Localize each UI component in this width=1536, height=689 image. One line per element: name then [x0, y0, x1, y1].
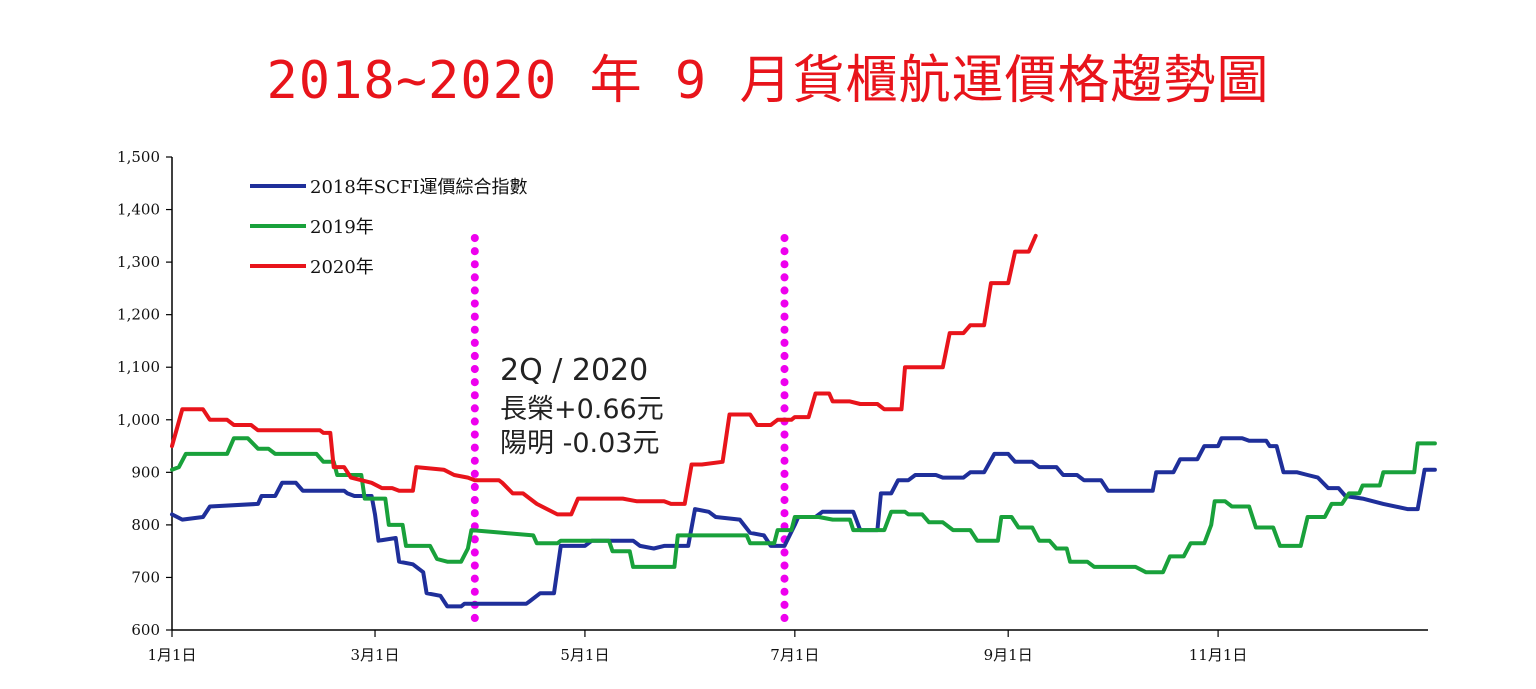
x-tick-label: 5月1日 [560, 646, 609, 664]
y-tick-label: 800 [131, 516, 160, 534]
x-tick-label: 1月1日 [147, 646, 196, 664]
x-tick-label: 3月1日 [350, 646, 399, 664]
annotation: 2Q / 2020 長榮+0.66元 陽明 -0.03元 [500, 353, 664, 459]
y-tick-label: 1,200 [117, 306, 160, 324]
y-tick-label: 1,100 [117, 358, 160, 376]
y-tick-label: 1,300 [117, 253, 160, 271]
x-tick-label: 9月1日 [984, 646, 1033, 664]
legend-label-2: 2019年 [310, 217, 374, 238]
x-axis-ticks: 1月1日 3月1日 5月1日 7月1日 9月1日 11月1日 [147, 630, 1247, 664]
annotation-evergreen: 長榮+0.66元 [500, 394, 664, 425]
series-line-2 [170, 436, 1437, 575]
y-tick-label: 1,000 [117, 411, 160, 429]
series-line-1 [170, 436, 1437, 609]
y-tick-label: 1,500 [117, 148, 160, 166]
y-tick-label: 1,400 [117, 201, 160, 219]
legend: 2018年SCFI運價綜合指數 2019年 2020年 [250, 177, 528, 278]
chart-title: 2018~2020 年 9 月貨櫃航運價格趨勢圖 [266, 51, 1270, 111]
y-axis-ticks: 600 700 800 900 1,000 1,100 1,200 1,300 1,400 1,5… [117, 148, 172, 639]
x-tick-label: 11月1日 [1189, 646, 1248, 664]
x-tick-label: 7月1日 [770, 646, 819, 664]
legend-label-3: 2020年 [310, 257, 374, 278]
annotation-yangming: 陽明 -0.03元 [500, 428, 659, 459]
y-tick-label: 600 [131, 621, 160, 639]
quarter-markers [470, 234, 789, 634]
series-line-3 [170, 233, 1038, 517]
series-lines [170, 233, 1437, 609]
y-tick-label: 900 [131, 463, 160, 481]
legend-label-1: 2018年SCFI運價綜合指數 [310, 177, 528, 198]
annotation-quarter: 2Q / 2020 [500, 353, 648, 388]
y-tick-label: 700 [131, 568, 160, 586]
